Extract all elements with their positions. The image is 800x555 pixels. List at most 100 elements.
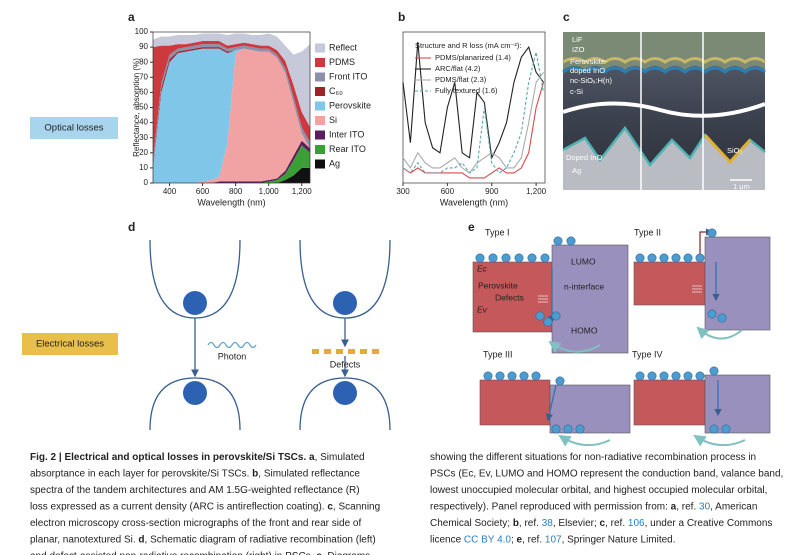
carrier bbox=[514, 253, 524, 263]
caption-line: respectively). Panel reproduced with per… bbox=[430, 502, 757, 513]
legend-label: PDMS bbox=[329, 57, 355, 67]
caption-text: , American bbox=[710, 502, 757, 513]
image-label: Doped InO bbox=[566, 153, 602, 162]
electron bbox=[183, 291, 357, 405]
carrier bbox=[527, 253, 537, 263]
carrier bbox=[717, 313, 727, 323]
caption-link: 107 bbox=[545, 535, 562, 546]
caption-line: loss expressed as a current density (ARC… bbox=[30, 502, 380, 513]
caption-text: PSCs (Ec, Ev, LUMO and HOMO represent th… bbox=[430, 469, 783, 480]
legend-label: ARC/flat (4.2) bbox=[435, 64, 481, 73]
caption-text: , ref. bbox=[605, 518, 628, 529]
caption-line: spectra of the tandem architectures and … bbox=[30, 485, 360, 496]
carrier bbox=[635, 253, 645, 263]
caption-text: , under a Creative Commons bbox=[645, 518, 773, 529]
carrier bbox=[671, 371, 681, 381]
legend-label: Front ITO bbox=[329, 71, 367, 81]
line-series bbox=[402, 52, 545, 174]
side-label: Optical losses bbox=[44, 123, 103, 134]
carrier bbox=[501, 253, 511, 263]
area-layer bbox=[153, 33, 310, 128]
legend-label: Si bbox=[329, 115, 337, 125]
carrier bbox=[683, 371, 693, 381]
image-label: 1 µm bbox=[733, 182, 750, 191]
carrier bbox=[635, 371, 645, 381]
carrier bbox=[709, 366, 719, 376]
caption-text: e bbox=[316, 551, 322, 555]
caption-line: absorptance in each layer for perovskite… bbox=[30, 469, 360, 480]
carrier bbox=[707, 228, 717, 238]
carrier bbox=[659, 253, 669, 263]
type-label: Type IV bbox=[632, 349, 663, 359]
caption-link: 106 bbox=[628, 518, 645, 529]
carrier bbox=[543, 317, 553, 327]
caption-text: spectra of the tandem architectures and … bbox=[30, 485, 360, 496]
carrier bbox=[721, 424, 731, 434]
caption-text: showing the different situations for non… bbox=[430, 452, 756, 463]
carrier bbox=[507, 371, 517, 381]
image-label: c-Si bbox=[570, 87, 583, 96]
x-tick-label: 1,200 bbox=[526, 187, 547, 196]
carrier bbox=[475, 253, 485, 263]
caption-text: , Simulated bbox=[315, 452, 365, 463]
y-tick-label: 30 bbox=[139, 133, 148, 142]
type-label: Type III bbox=[483, 349, 513, 359]
electrical-box bbox=[22, 333, 118, 355]
caption-text: , Schematic diagram of radiative recombi… bbox=[145, 535, 376, 546]
carrier bbox=[483, 371, 493, 381]
legend-label: Inter ITO bbox=[329, 129, 364, 139]
panel-label: a bbox=[128, 10, 135, 24]
legend-swatch bbox=[315, 58, 325, 67]
caption-text: b bbox=[252, 469, 258, 480]
caption-text: , Diagrams bbox=[322, 551, 370, 555]
area-layer bbox=[153, 48, 310, 183]
carrier bbox=[659, 371, 669, 381]
legend-label: Reflect bbox=[329, 42, 358, 52]
image-label: SiO₂ bbox=[727, 146, 743, 155]
caption-line: planar, nanotextured Si. d, Schematic di… bbox=[30, 535, 376, 546]
line-series bbox=[402, 82, 545, 179]
type-label: Type I bbox=[485, 227, 510, 237]
caption-line: and defect-assisted non-radiative recomb… bbox=[30, 551, 370, 555]
y-tick-label: 60 bbox=[139, 88, 148, 97]
panel-label: d bbox=[128, 220, 135, 234]
caption-text: Chemical Society; bbox=[430, 518, 513, 529]
caption-link: 38 bbox=[542, 518, 554, 529]
carrier bbox=[647, 371, 657, 381]
y-tick-label: 80 bbox=[139, 57, 148, 66]
caption-text: licence bbox=[430, 535, 464, 546]
image-label: Perovskite- bbox=[570, 57, 608, 66]
area-layer bbox=[153, 167, 310, 183]
caption-text: a bbox=[309, 452, 315, 463]
carrier bbox=[575, 424, 585, 434]
caption-text: respectively). Panel reproduced with per… bbox=[430, 502, 671, 513]
y-tick-label: 100 bbox=[135, 27, 149, 36]
type-label: Type II bbox=[634, 227, 661, 237]
band-diagram bbox=[472, 236, 771, 434]
caption-line: Fig. 2 | Electrical and optical losses i… bbox=[30, 452, 365, 463]
carrier bbox=[707, 309, 717, 319]
carrier bbox=[671, 253, 681, 263]
optical-box bbox=[30, 117, 118, 139]
x-tick-label: 1,000 bbox=[259, 187, 280, 196]
legend-swatch bbox=[315, 101, 325, 111]
band-label: Defects bbox=[495, 292, 524, 302]
carrier bbox=[540, 253, 550, 263]
caption-text: Fig. 2 | Electrical and optical losses i… bbox=[30, 452, 306, 463]
y-tick-label: 90 bbox=[139, 42, 148, 51]
carrier bbox=[695, 371, 705, 381]
legend-label: PDMS/flat (2.3) bbox=[435, 75, 487, 84]
carrier bbox=[495, 371, 505, 381]
caption-text: c bbox=[327, 502, 333, 513]
carrier bbox=[535, 311, 545, 321]
band-label: n-interface bbox=[564, 281, 604, 291]
carrier bbox=[531, 371, 541, 381]
x-tick-label: 800 bbox=[229, 187, 243, 196]
caption-text: and defect-assisted non-radiative recomb… bbox=[30, 551, 316, 555]
x-tick-label: 600 bbox=[196, 187, 210, 196]
y-tick-label: 10 bbox=[139, 163, 148, 172]
carrier bbox=[709, 424, 719, 434]
defects bbox=[312, 349, 379, 354]
legend-label: Rear ITO bbox=[329, 144, 366, 154]
carrier bbox=[647, 253, 657, 263]
